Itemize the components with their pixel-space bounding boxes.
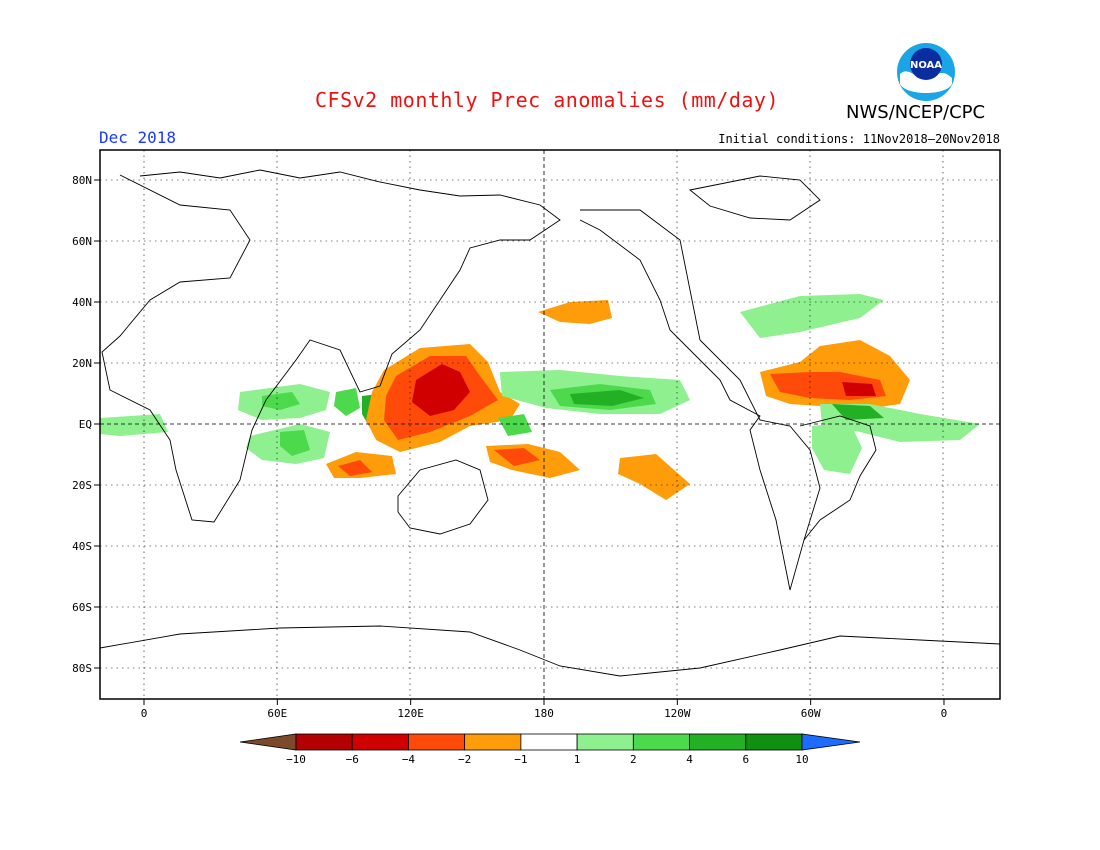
organization-label: NWS/NCEP/CPC bbox=[846, 102, 986, 123]
colorbar-segment bbox=[295, 733, 353, 751]
colorbar-segment bbox=[520, 733, 578, 751]
lat-tick-label: 20N bbox=[72, 357, 92, 370]
lon-tick-label: 0 bbox=[141, 707, 148, 720]
wet-region-bay-bengal bbox=[334, 388, 360, 416]
colorbar-label: 10 bbox=[795, 753, 808, 766]
colorbar-segment bbox=[408, 733, 466, 751]
lat-tick-label: 60S bbox=[72, 601, 92, 614]
dry-region-north-pacific bbox=[538, 300, 612, 324]
lat-tick-label: 40S bbox=[72, 540, 92, 553]
dry-region-tropical-atlantic-core bbox=[842, 382, 876, 396]
lat-tick-label: 80S bbox=[72, 662, 92, 675]
wet-region-atlantic-equator bbox=[100, 414, 168, 436]
lon-tick-label: 60E bbox=[267, 707, 287, 720]
noaa-logo: NOAA bbox=[894, 40, 958, 104]
lat-tick-label: 60N bbox=[72, 235, 92, 248]
dry-region-south-pacific bbox=[618, 454, 690, 500]
coastlines bbox=[100, 169, 1000, 677]
dry-region-coral-sea-mid bbox=[494, 448, 540, 466]
forecast-month: Dec 2018 bbox=[99, 128, 177, 147]
dry-region-south-indian-core bbox=[338, 460, 372, 476]
colorbar-label: −2 bbox=[458, 753, 471, 766]
coast-americas bbox=[579, 209, 821, 591]
reference-lines bbox=[100, 150, 1000, 699]
coast-africa-europe bbox=[101, 169, 561, 523]
wet-region-equatorial-atlantic-core bbox=[832, 404, 884, 420]
colorbar-segment bbox=[632, 733, 690, 751]
coast-south-america-east bbox=[799, 415, 877, 541]
colorbar-label: 2 bbox=[630, 753, 637, 766]
colorbar-label: −1 bbox=[514, 753, 527, 766]
lon-tick-label: 180 bbox=[534, 707, 554, 720]
wet-region-central-pacific-core bbox=[570, 390, 644, 406]
colorbar-label: −6 bbox=[346, 753, 359, 766]
colorbar-segment bbox=[464, 733, 522, 751]
lon-tick-label: 120E bbox=[397, 707, 424, 720]
wet-region-pacific-equator bbox=[498, 414, 532, 436]
colorbar-label: −4 bbox=[402, 753, 416, 766]
colorbar-segment bbox=[745, 733, 803, 751]
lat-tick-label: EQ bbox=[79, 418, 92, 431]
colorbar-label: 1 bbox=[574, 753, 581, 766]
lat-tick-label: 40N bbox=[72, 296, 92, 309]
colorbar: −10 −6 −4 −2 −1 1 2 4 6 10 bbox=[239, 733, 861, 766]
colorbar-lower-arrow bbox=[239, 733, 297, 751]
coast-australia bbox=[397, 459, 489, 535]
lon-tick-label: 120W bbox=[664, 707, 691, 720]
wet-region-us-atlantic bbox=[740, 294, 884, 338]
lon-tick-labels: 0 60E 120E 180 120W 60W 0 bbox=[141, 699, 948, 720]
logo-text: NOAA bbox=[910, 60, 942, 71]
colorbar-segment bbox=[689, 733, 747, 751]
colorbar-label: 6 bbox=[742, 753, 749, 766]
wet-region-indian-ocean-core bbox=[280, 430, 310, 456]
lat-tick-labels: 80N 60N 40N 20N EQ 20S 40S 60S 80S bbox=[72, 174, 100, 675]
colorbar-label: −10 bbox=[286, 753, 306, 766]
colorbar-upper-arrow bbox=[801, 733, 861, 751]
initial-conditions: Initial conditions: 11Nov2018–20Nov2018 bbox=[718, 132, 1000, 146]
colorbar-segment bbox=[351, 733, 409, 751]
wet-region-east-africa-core bbox=[262, 392, 300, 410]
graticule bbox=[100, 150, 1000, 699]
lat-tick-label: 80N bbox=[72, 174, 92, 187]
coast-greenland bbox=[688, 175, 821, 221]
lat-tick-label: 20S bbox=[72, 479, 92, 492]
chart-title: CFSv2 monthly Prec anomalies (mm/day) bbox=[314, 88, 780, 112]
colorbar-segment bbox=[576, 733, 634, 751]
coast-antarctica bbox=[100, 625, 1000, 677]
wet-region-amazon bbox=[812, 422, 862, 474]
lon-tick-label: 0 bbox=[941, 707, 948, 720]
colorbar-label: 4 bbox=[686, 753, 693, 766]
anomaly-shading bbox=[100, 294, 980, 500]
lon-tick-label: 60W bbox=[801, 707, 821, 720]
dry-region-philippine-sea-core bbox=[412, 364, 470, 416]
